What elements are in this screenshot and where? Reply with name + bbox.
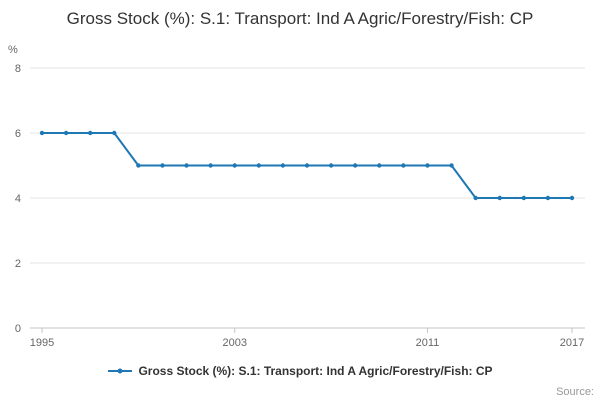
plot-svg[interactable]: 0 2 4 6 8 1995 2003 2011 2017 xyxy=(0,0,600,358)
data-point-marker[interactable] xyxy=(160,163,165,168)
data-point-marker[interactable] xyxy=(280,163,286,168)
y-tick-label: 6 xyxy=(15,128,21,140)
data-point-marker[interactable] xyxy=(87,130,93,136)
chart-title: Gross Stock (%): S.1: Transport: Ind A A… xyxy=(66,9,534,28)
x-tick-label: 2017 xyxy=(560,337,584,349)
data-point-marker[interactable] xyxy=(473,195,478,201)
x-tick-label: 2011 xyxy=(416,337,440,349)
data-point-marker[interactable] xyxy=(63,130,69,136)
x-tick-label: 2003 xyxy=(222,337,246,349)
y-axis-unit-label: % xyxy=(8,44,18,56)
data-point-marker[interactable] xyxy=(497,195,502,201)
data-point-marker[interactable] xyxy=(136,163,141,168)
data-point-marker[interactable] xyxy=(304,163,310,168)
legend[interactable]: Gross Stock (%): S.1: Transport: Ind A A… xyxy=(0,364,600,378)
data-point-marker[interactable] xyxy=(39,130,45,136)
data-point-marker[interactable] xyxy=(545,195,551,201)
data-point-marker[interactable] xyxy=(328,163,334,168)
legend-label: Gross Stock (%): S.1: Transport: Ind A A… xyxy=(138,364,493,378)
data-point-marker[interactable] xyxy=(569,195,575,201)
data-point-marker[interactable] xyxy=(256,163,262,168)
data-point-marker[interactable] xyxy=(449,163,454,168)
source-label: Source: xyxy=(556,386,594,398)
y-tick-label: 2 xyxy=(15,258,21,270)
y-tick-label: 4 xyxy=(15,193,21,205)
data-point-marker[interactable] xyxy=(425,163,430,168)
x-tick-label: 1995 xyxy=(30,337,54,349)
data-point-marker[interactable] xyxy=(401,163,406,168)
data-point-marker[interactable] xyxy=(208,163,213,168)
data-point-marker[interactable] xyxy=(112,130,117,136)
y-tick-label: 0 xyxy=(15,323,21,335)
data-point-marker[interactable] xyxy=(377,163,382,168)
data-point-marker[interactable] xyxy=(521,195,527,201)
legend-dot-icon xyxy=(117,368,123,374)
data-point-marker[interactable] xyxy=(352,163,358,168)
data-point-marker[interactable] xyxy=(232,163,237,168)
data-point-marker[interactable] xyxy=(184,163,189,168)
legend-marker-icon xyxy=(108,368,133,374)
y-tick-label: 8 xyxy=(15,63,21,75)
